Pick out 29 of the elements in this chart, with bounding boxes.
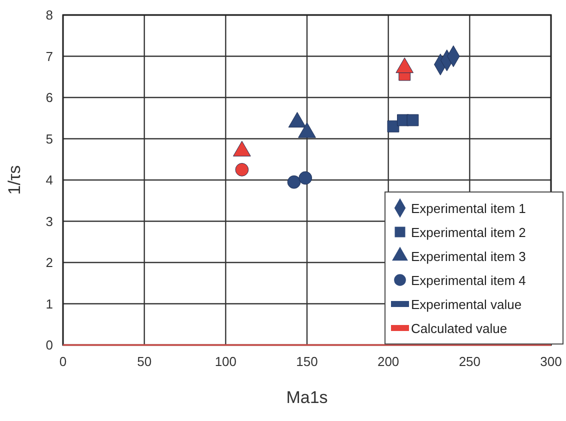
point xyxy=(287,175,301,189)
x-tick-label: 150 xyxy=(296,354,318,369)
point xyxy=(406,114,419,126)
legend-label: Experimental item 2 xyxy=(411,225,526,240)
y-axis-title: 1/τs xyxy=(5,165,24,195)
x-axis-title: Ma1s xyxy=(286,388,328,407)
point xyxy=(235,163,249,176)
x-tick-label: 300 xyxy=(540,354,562,369)
y-tick-label: 6 xyxy=(46,90,53,105)
y-tick-label: 7 xyxy=(46,48,53,64)
legend-label: Calculated value xyxy=(411,321,508,336)
legend-label: Experimental item 3 xyxy=(411,249,526,264)
y-tick-label: 2 xyxy=(46,255,53,270)
y-tick-label: 0 xyxy=(46,338,53,352)
y-tick-label: 3 xyxy=(46,214,53,229)
y-tick-label: 1 xyxy=(46,296,53,312)
y-tick-label: 4 xyxy=(46,172,53,188)
point xyxy=(298,171,312,185)
legend-label: Experimental value xyxy=(411,297,522,312)
y-tick-label: 8 xyxy=(46,8,53,22)
x-tick-label: 50 xyxy=(137,354,152,369)
legend-label: Experimental item 4 xyxy=(411,273,526,288)
x-tick-label: 0 xyxy=(59,354,67,369)
legend-label: Experimental item 1 xyxy=(411,201,526,216)
y-tick-label: 5 xyxy=(46,131,53,146)
x-tick-label: 100 xyxy=(214,354,237,369)
x-tick-label: 200 xyxy=(377,354,400,369)
point xyxy=(387,120,400,132)
x-tick-label: 250 xyxy=(458,354,481,369)
